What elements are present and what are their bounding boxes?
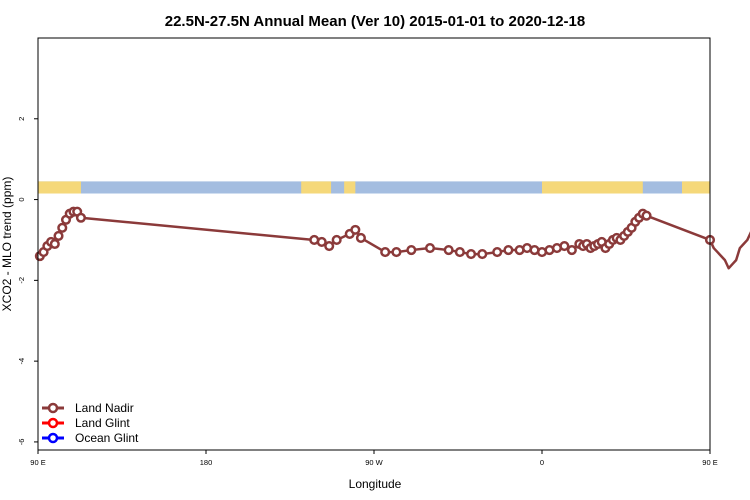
point-land-nadir-4 (49, 238, 60, 250)
y-axis-label: XCO2 - MLO trend (ppm) (0, 177, 14, 312)
point-land-nadir-17 (350, 224, 361, 235)
point-land-nadir-15 (331, 234, 342, 246)
point-land-nadir-21 (406, 245, 417, 256)
x-tick-label-1: 180 (200, 458, 213, 467)
y-tick-label-2: -2 (17, 277, 26, 284)
point-land-nadir-14 (324, 240, 335, 252)
y-tick-label-4: 2 (17, 117, 26, 121)
x-tick-label-0: 90 E (30, 458, 45, 467)
point-land-nadir-24 (454, 247, 465, 258)
legend-item-land-glint: Land Glint (42, 416, 130, 430)
legend-label-ocean-glint: Ocean Glint (75, 431, 139, 445)
point-land-nadir-5 (53, 230, 64, 241)
x-tick-label-4: 90 E (702, 458, 717, 467)
x-axis-label: Longitude (349, 477, 402, 491)
point-land-nadir-18 (355, 232, 366, 243)
y-tick-label-0: -6 (17, 439, 26, 446)
point-land-nadir-23 (443, 245, 454, 256)
legend-item-ocean-glint: Ocean Glint (42, 431, 139, 445)
chart-title: 22.5N-27.5N Annual Mean (Ver 10) 2015-01… (165, 13, 585, 30)
legend-marker-land-glint (47, 417, 59, 429)
land-band-4 (682, 181, 710, 194)
x-axis: 90 E 180 90 W 0 90 E (30, 450, 718, 467)
legend-item-land-nadir: Land Nadir (42, 401, 134, 415)
land-band-2 (344, 181, 356, 194)
land-band-1 (301, 181, 332, 194)
land-band-3 (542, 181, 643, 194)
legend-marker-land-nadir (47, 402, 59, 414)
legend-label-land-glint: Land Glint (75, 416, 130, 430)
point-land-nadir-22 (424, 242, 436, 254)
series-land-nadir (34, 206, 750, 270)
legend: Land Nadir Land Glint Ocean Glint (42, 401, 139, 445)
point-land-nadir-27 (492, 247, 503, 258)
point-land-nadir-25 (466, 249, 477, 260)
point-land-nadir-28 (503, 245, 514, 256)
point-land-nadir-11 (75, 212, 86, 223)
land-band-0 (38, 181, 81, 194)
point-land-nadir-19 (380, 247, 391, 258)
point-land-nadir-6 (57, 222, 68, 233)
legend-label-land-nadir: Land Nadir (75, 401, 134, 415)
x-tick-label-2: 90 W (365, 458, 383, 467)
point-land-nadir-35 (559, 240, 570, 252)
point-land-nadir-26 (477, 249, 488, 260)
legend-marker-ocean-glint (47, 432, 59, 444)
point-land-nadir-13 (316, 236, 327, 248)
land-ocean-mask (38, 181, 710, 194)
y-tick-label-1: -4 (17, 358, 26, 365)
point-land-nadir-20 (391, 247, 402, 258)
y-tick-label-3: 0 (17, 197, 26, 201)
y-axis: -6 -4 -2 0 2 (17, 117, 38, 446)
x-tick-label-3: 0 (540, 458, 544, 467)
series-layer (34, 206, 750, 270)
point-land-nadir-36 (566, 245, 577, 256)
point-land-nadir-55 (641, 210, 652, 221)
